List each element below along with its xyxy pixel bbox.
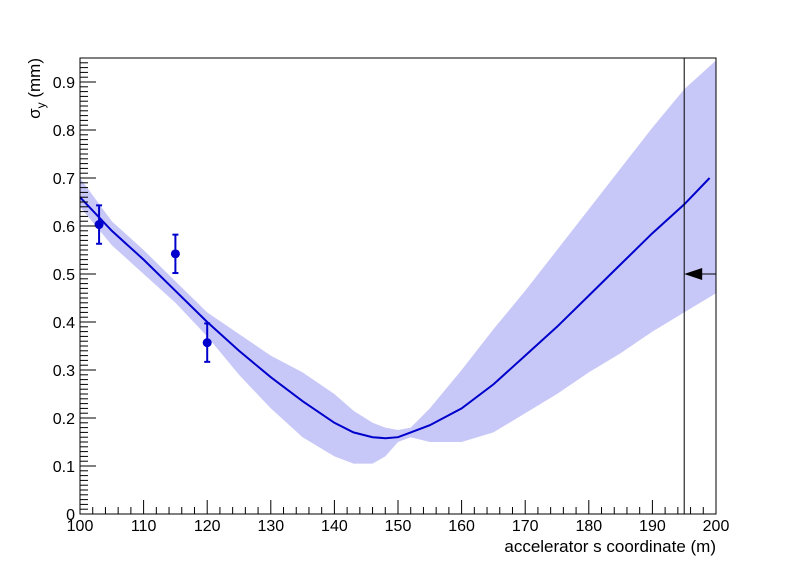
x-tick-label: 170 xyxy=(512,518,539,535)
x-tick-label: 150 xyxy=(385,518,412,535)
x-tick-label: 200 xyxy=(703,518,730,535)
y-tick-label: 0.5 xyxy=(53,267,75,284)
x-tick-label: 110 xyxy=(131,518,157,535)
fit-line xyxy=(79,177,711,440)
y-tick-label: 0.7 xyxy=(53,171,75,188)
fit-line-layer xyxy=(79,177,711,440)
x-axis: 100 110 120 130 140 150 160 170 180 190 200 xyxy=(67,500,730,535)
x-tick-label: 100 xyxy=(67,518,94,535)
x-tick-label: 190 xyxy=(639,518,666,535)
y-axis-label-subscript: y xyxy=(34,102,48,108)
y-tick-label: 0.1 xyxy=(53,459,75,476)
y-axis-label-symbol: σ xyxy=(25,108,44,119)
confidence-band xyxy=(80,60,716,464)
data-point-marker xyxy=(202,338,212,348)
x-tick-label: 130 xyxy=(257,518,284,535)
y-tick-label: 0.3 xyxy=(53,363,75,380)
x-axis-label: accelerator s coordinate (m) xyxy=(504,537,716,556)
x-tick-label: 140 xyxy=(321,518,348,535)
x-tick-label: 160 xyxy=(448,518,475,535)
data-point xyxy=(202,322,212,363)
data-points-layer xyxy=(94,204,212,363)
y-tick-label: 0 xyxy=(66,507,75,524)
y-tick-label: 0.2 xyxy=(53,411,75,428)
marker-arrow-head xyxy=(684,268,703,280)
confidence-band-layer xyxy=(80,60,716,464)
y-axis-label-unit: (mm) xyxy=(25,58,44,102)
y-tick-label: 0.4 xyxy=(53,315,75,332)
data-point-marker xyxy=(94,220,104,230)
y-tick-label: 0.6 xyxy=(53,219,75,236)
data-point-marker xyxy=(170,249,180,259)
x-tick-label: 120 xyxy=(194,518,221,535)
y-tick-label: 0.8 xyxy=(53,123,75,140)
annotation-layer xyxy=(683,58,716,514)
y-tick-label: 0.9 xyxy=(53,75,75,92)
y-axis: 0 0.1 0.2 0.3 0.4 0.5 0.6 0.7 0.8 0.9 xyxy=(53,62,96,524)
y-axis-label: σy (mm) xyxy=(25,58,48,119)
data-point xyxy=(170,233,180,275)
data-point xyxy=(94,204,104,245)
x-tick-label: 180 xyxy=(575,518,602,535)
